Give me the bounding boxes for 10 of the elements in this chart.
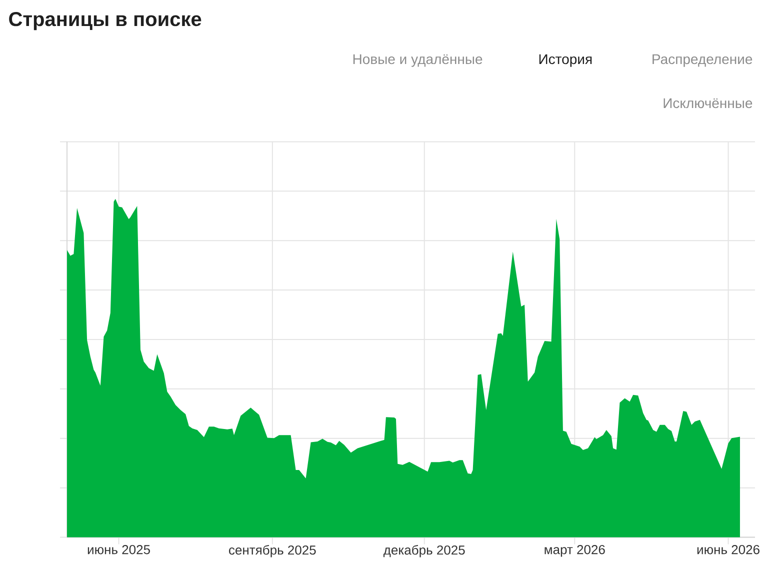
x-tick-label: июнь 2025 [88, 545, 150, 554]
x-tick-label: сентябрь 2025 [229, 545, 316, 558]
text: Исключённые [664, 98, 752, 108]
text: Распределение [652, 54, 752, 67]
chart-title: Страницы в поиске [9, 12, 202, 30]
text: Новые и удалённые [353, 54, 482, 67]
text: История [539, 54, 592, 67]
x-tick-label: июнь 2026 [697, 545, 760, 554]
x-tick-label: март 2026 [544, 545, 605, 557]
x-tick-label: декабрь 2025 [383, 545, 465, 558]
